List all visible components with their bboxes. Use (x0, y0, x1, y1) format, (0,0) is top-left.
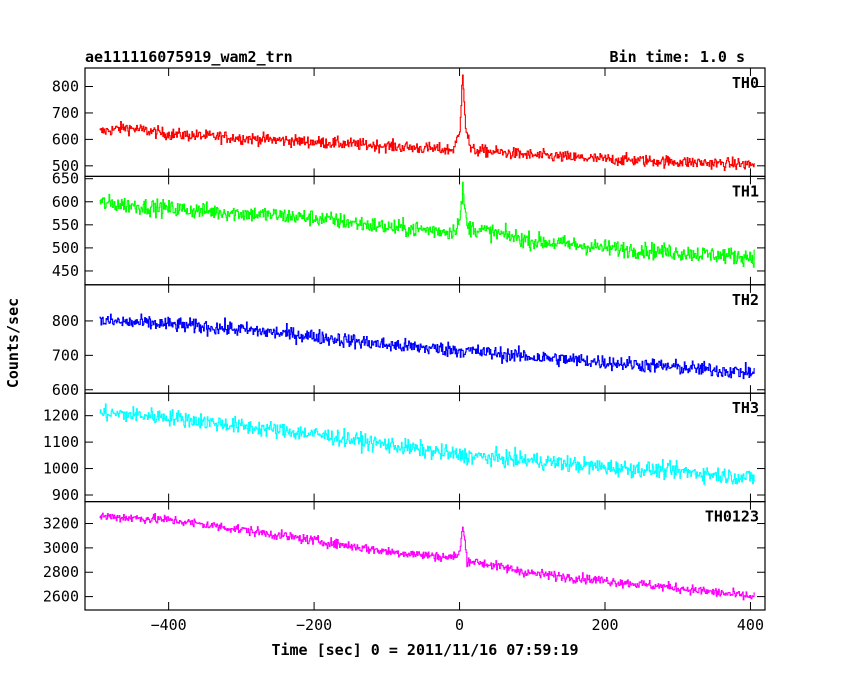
y-tick-label: 450 (52, 262, 79, 280)
y-tick-label: 800 (52, 78, 79, 96)
panels-group: 500 600 700 800 TH0 450 500 550 600 650 TH1 600 700 8… (43, 67, 766, 611)
y-tick-label: 700 (52, 104, 79, 122)
series-th3 (99, 403, 755, 485)
panel-label: TH3 (732, 399, 759, 417)
y-tick-label: 900 (52, 486, 79, 504)
panel-frame (84, 67, 766, 178)
y-tick-label: 550 (52, 216, 79, 234)
x-axis: −400 −200 0 200 400 (151, 616, 764, 634)
y-tick-label: 1100 (43, 433, 79, 451)
y-tick-label: 1000 (43, 460, 79, 478)
panel-th2: 600 700 800 TH2 (52, 284, 766, 399)
x-tick-label: 200 (591, 616, 618, 634)
y-tick-label: 1200 (43, 407, 79, 425)
panel-label: TH1 (732, 182, 759, 200)
y-tick-label: 500 (52, 157, 79, 175)
panel-frame (84, 501, 766, 611)
y-tick-label: 2800 (43, 563, 79, 581)
panel-th3: 900 1000 1100 1200 TH3 (43, 392, 766, 504)
y-tick-label: 600 (52, 130, 79, 148)
y-tick-label: 600 (52, 193, 79, 211)
series-th0123 (99, 512, 755, 601)
panel-frame (84, 392, 766, 503)
bin-time-label: Bin time: 1.0 s (610, 48, 745, 66)
series-th1 (99, 181, 755, 268)
panel-th0: 500 600 700 800 TH0 (52, 67, 766, 178)
y-tick-label: 600 (52, 381, 79, 399)
panel-label: TH0123 (705, 508, 759, 526)
x-axis-label: Time [sec] 0 = 2011/11/16 07:59:19 (271, 641, 578, 659)
x-tick-label: −400 (151, 616, 187, 634)
series-th2 (99, 313, 755, 380)
y-tick-label: 650 (52, 170, 79, 188)
x-tick-label: −200 (296, 616, 332, 634)
panel-label: TH2 (732, 291, 759, 309)
panel-label: TH0 (732, 74, 759, 92)
series-th0 (99, 74, 755, 171)
y-tick-label: 3200 (43, 515, 79, 533)
y-tick-label: 2600 (43, 588, 79, 606)
panel-th1: 450 500 550 600 650 TH1 (52, 170, 766, 286)
x-tick-label: 400 (737, 616, 764, 634)
y-tick-label: 700 (52, 346, 79, 364)
chart-title: ae111116075919_wam2_trn (85, 48, 293, 66)
panel-th0123: 2600 2800 3000 3200 TH0123 (43, 501, 766, 611)
y-tick-label: 500 (52, 239, 79, 257)
y-axis-label: Counts/sec (4, 298, 22, 388)
panel-frame (84, 284, 766, 394)
x-tick-label: 0 (455, 616, 464, 634)
y-tick-label: 800 (52, 312, 79, 330)
y-tick-label: 3000 (43, 539, 79, 557)
